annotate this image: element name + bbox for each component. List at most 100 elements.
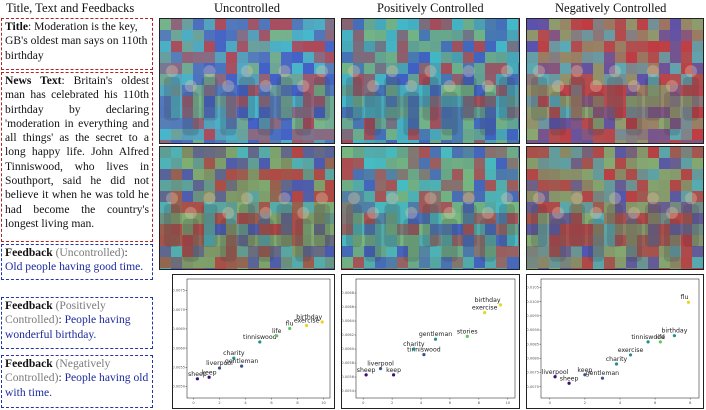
point-label-sheep: sheep	[357, 367, 376, 374]
point-gentleman	[600, 376, 605, 380]
x-tick-label: 6	[654, 401, 657, 405]
point-label-gentleman: gentleman	[419, 331, 452, 338]
point-keep	[391, 373, 396, 377]
point-label-birthday: birthday	[661, 328, 687, 335]
x-tick-label: 10	[321, 401, 326, 405]
point-label-birthday: birthday	[475, 297, 501, 304]
point-label-exercise: exercise	[472, 305, 498, 312]
point-label-sheep: sheep	[188, 371, 207, 378]
x-tick-label: 0	[362, 401, 365, 405]
point-label-sheep: sheep	[560, 375, 579, 382]
point-label-liverpool: liverpool	[206, 360, 233, 367]
point-label-tinniswood: tinniswood	[407, 347, 441, 354]
heatmap-negative-bottom	[526, 146, 704, 270]
x-tick-label: 0	[549, 401, 552, 405]
x-tick-label: 4	[244, 401, 247, 405]
point-label-tinniswood: tinniswood	[631, 334, 665, 341]
point-label-liverpool: liverpool	[542, 369, 569, 376]
y-tick-label: 0.0100	[527, 300, 540, 304]
heatmap-overlay	[160, 19, 334, 143]
news-text-body: : Britain's oldest man has celebrated hi…	[5, 74, 149, 230]
y-tick-label: 0.0068	[342, 291, 355, 295]
y-tick-label: 0.0055	[173, 365, 185, 369]
title-text: : Moderation is the key, GB's oldest man…	[5, 20, 148, 62]
point-gentleman	[433, 337, 438, 341]
y-tick-label: 0.0064	[342, 319, 355, 323]
point-charity	[232, 356, 236, 360]
x-tick-label: 4	[619, 401, 622, 405]
scatter-positive: 0 2 4 6 8 10 0.0054 0.0056 0.0058 0.0060 0.0062 0.0…	[341, 274, 520, 409]
y-tick-label: 0.0085	[527, 342, 539, 346]
y-tick-label: 0.0060	[173, 346, 186, 350]
x-tick-label: 8	[478, 401, 481, 405]
heatmap-uncontrolled-bottom	[159, 146, 335, 270]
point-flu	[686, 300, 691, 304]
point-liverpool	[378, 367, 383, 371]
heatmap-uncontrolled-top	[159, 18, 335, 144]
point-liverpool	[553, 375, 557, 379]
feedback-colon: :	[124, 246, 128, 259]
x-tick-label: 6	[270, 401, 273, 405]
point-exercise	[483, 311, 487, 315]
y-tick-label: 0.0050	[173, 385, 186, 389]
y-tick-label: 0.0065	[173, 327, 185, 331]
heatmap-positive-bottom	[341, 146, 520, 270]
point-label-flu: flu	[681, 294, 689, 301]
feedback-text: Old people having good time.	[5, 260, 144, 274]
heatmap-negative-top	[526, 18, 704, 144]
point-keep	[583, 373, 587, 377]
point-label-charity: charity	[223, 350, 245, 357]
feedback-label: Feedback	[5, 246, 53, 259]
feedback-colon: :	[58, 313, 62, 327]
column-header-uncontrolled: Uncontrolled	[214, 1, 280, 15]
feedback-uncontrolled-box: Feedback (Uncontrolled): Old people havi…	[1, 244, 153, 280]
feedback-qualifier: (Uncontrolled)	[52, 246, 125, 259]
column-header-positive: Positively Controlled	[377, 1, 484, 15]
scatter-uncontrolled: 0 2 4 6 8 10 0.0050 0.0055 0.0060 0.0065 0.0070 0.0…	[172, 274, 335, 409]
x-tick-label: 0	[192, 401, 195, 405]
point-sheep	[364, 373, 368, 377]
point-label-keep: keep	[202, 369, 217, 376]
heatmap-overlay	[527, 19, 703, 143]
feedback-qualifier: (Negatively Controlled)	[5, 357, 111, 385]
news-text-label: News Text	[5, 74, 62, 87]
point-life	[275, 334, 279, 338]
x-tick-label: 2	[391, 401, 393, 405]
scatter-negative: 0 2 4 6 8 0.0070 0.0075 0.0080 0.0085 0.0090 0.009…	[526, 274, 704, 409]
y-tick-label: 0.0054	[342, 389, 355, 393]
point-label-gentleman: gentleman	[225, 358, 258, 365]
point-label-exercise: exercise	[618, 347, 644, 354]
point-label-charity: charity	[403, 341, 425, 348]
point-label-gentleman: gentleman	[586, 370, 619, 377]
point-birthday	[498, 303, 503, 307]
y-tick-label: 0.0075	[173, 289, 185, 293]
feedback-text: People having old with time.	[5, 371, 149, 399]
y-tick-label: 0.0066	[342, 305, 355, 309]
point-stories	[465, 334, 469, 338]
point-label-tinniswood: tinniswood	[243, 334, 277, 341]
x-tick-label: 4	[420, 401, 423, 405]
point-life	[658, 340, 662, 344]
feedback-colon: :	[58, 371, 62, 385]
x-tick-label: 10	[505, 401, 510, 405]
y-tick-label: 0.0105	[527, 286, 539, 290]
column-header-inputs: Title, Text and Feedbacks	[6, 1, 135, 15]
point-birthday	[672, 334, 677, 338]
feedback-positive-box: Feedback (Positively Controlled): People…	[1, 297, 153, 349]
x-tick-label: 8	[689, 401, 692, 405]
heatmap-overlay	[342, 147, 519, 269]
point-label-keep: keep	[386, 367, 401, 374]
point-tinniswood	[258, 340, 262, 344]
point-tinniswood	[422, 353, 426, 357]
feedback-negative-box: Feedback (Negatively Controlled): People…	[1, 355, 153, 408]
scatter-plot-svg: 0 2 4 6 8 10 0.0050 0.0055 0.0060 0.0065 0.0070 0.0…	[173, 278, 331, 405]
y-tick-label: 0.0075	[527, 371, 539, 375]
point-label-stories: stories	[457, 328, 478, 335]
point-label-flu: flu	[286, 321, 294, 328]
point-birthday	[320, 320, 324, 324]
y-tick-label: 0.0062	[342, 333, 354, 337]
y-tick-label: 0.0056	[342, 375, 355, 379]
point-label-liverpool: liverpool	[367, 361, 394, 368]
y-tick-label: 0.0080	[527, 357, 540, 361]
y-tick-label: 0.0070	[173, 308, 186, 312]
